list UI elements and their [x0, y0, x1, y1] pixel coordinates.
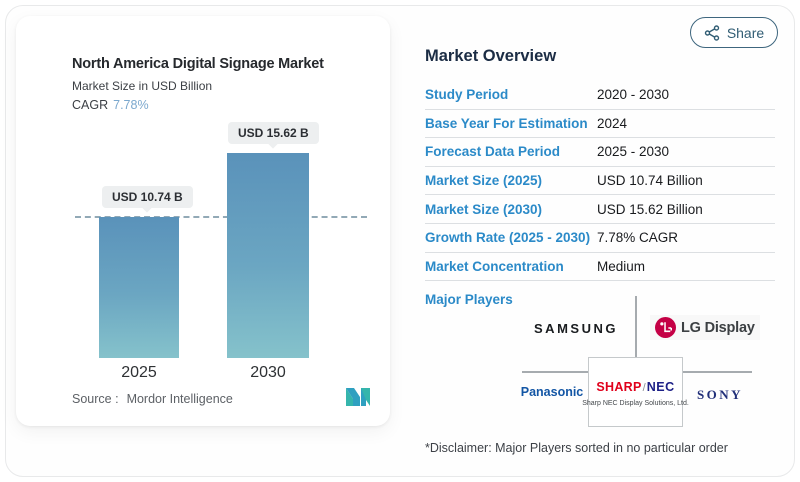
cagr-value: 7.78% — [113, 98, 149, 112]
chart-title: North America Digital Signage Market — [72, 56, 324, 72]
x-axis-label-2030: 2030 — [250, 364, 286, 381]
market-overview-heading: Market Overview — [425, 47, 557, 65]
table-row: Market Concentration Medium — [425, 253, 775, 282]
cagr-line: CAGR 7.78% — [72, 98, 149, 112]
row-label: Growth Rate (2025 - 2030) — [425, 230, 591, 246]
sharp-nec-wordmark: SHARP/NEC — [596, 378, 674, 396]
lg-display-wordmark: LG Display — [681, 319, 755, 336]
row-label: Base Year For Estimation — [425, 115, 588, 131]
row-label: Market Concentration — [425, 258, 564, 274]
reference-dashed-line — [75, 216, 367, 218]
share-icon — [704, 24, 720, 41]
row-label: Market Size (2030) — [425, 201, 543, 217]
row-label: Study Period — [425, 87, 509, 103]
players-connector-horizontal-right — [683, 371, 752, 373]
players-connector-vertical — [635, 296, 637, 357]
row-value: USD 10.74 Billion — [597, 173, 703, 189]
market-overview-table: Study Period 2020 - 2030 Base Year For E… — [425, 81, 775, 282]
table-row: Market Size (2025) USD 10.74 Billion — [425, 167, 775, 196]
row-value: 2024 — [597, 115, 628, 131]
mordor-intelligence-logo-icon — [345, 387, 371, 412]
nec-wordmark: NEC — [646, 379, 675, 394]
bar-value-callout-2030: USD 15.62 B — [228, 122, 319, 144]
row-value: 2025 - 2030 — [597, 144, 670, 160]
players-connector-horizontal-left — [522, 371, 588, 373]
table-row: Base Year For Estimation 2024 — [425, 110, 775, 139]
lg-display-logo: LG Display — [650, 315, 760, 340]
bar-2025 — [99, 217, 179, 358]
sharp-wordmark: SHARP — [596, 379, 642, 394]
chart-card: North America Digital Signage Market Mar… — [16, 16, 390, 426]
table-row: Market Size (2030) USD 15.62 Billion — [425, 195, 775, 224]
table-row: Growth Rate (2025 - 2030) 7.78% CAGR — [425, 224, 775, 253]
sharp-nec-logo-box: SHARP/NEC Sharp NEC Display Solutions, L… — [582, 357, 689, 427]
source-row: Source : Mordor Intelligence — [72, 392, 233, 406]
row-label: Forecast Data Period — [425, 144, 561, 160]
source-value: Mordor Intelligence — [126, 392, 233, 406]
sharp-nec-slash: / — [642, 381, 646, 394]
row-label: Market Size (2025) — [425, 173, 543, 189]
row-value: 2020 - 2030 — [597, 87, 670, 103]
sharp-nec-subtitle: Sharp NEC Display Solutions, Ltd. — [582, 399, 689, 407]
sony-logo: SONY — [696, 387, 744, 402]
table-row: Study Period 2020 - 2030 — [425, 81, 775, 110]
cagr-label: CAGR — [72, 98, 109, 112]
chart-subtitle: Market Size in USD Billion — [72, 79, 213, 93]
share-button-label: Share — [726, 24, 765, 41]
panasonic-logo: Panasonic — [520, 385, 584, 399]
major-players-label: Major Players — [425, 292, 513, 307]
share-button[interactable]: Share — [690, 17, 778, 48]
players-disclaimer: *Disclaimer: Major Players sorted in no … — [425, 441, 728, 455]
source-label: Source : — [72, 392, 119, 406]
x-axis-label-2025: 2025 — [121, 364, 157, 381]
lg-symbol-icon — [655, 317, 676, 338]
row-value: USD 15.62 Billion — [597, 201, 703, 217]
samsung-logo: SAMSUNG — [534, 321, 618, 336]
row-value: Medium — [597, 258, 646, 274]
bar-value-callout-2025: USD 10.74 B — [102, 186, 193, 208]
table-row: Forecast Data Period 2025 - 2030 — [425, 138, 775, 167]
row-value: 7.78% CAGR — [597, 230, 679, 246]
bar-2030 — [227, 153, 309, 358]
